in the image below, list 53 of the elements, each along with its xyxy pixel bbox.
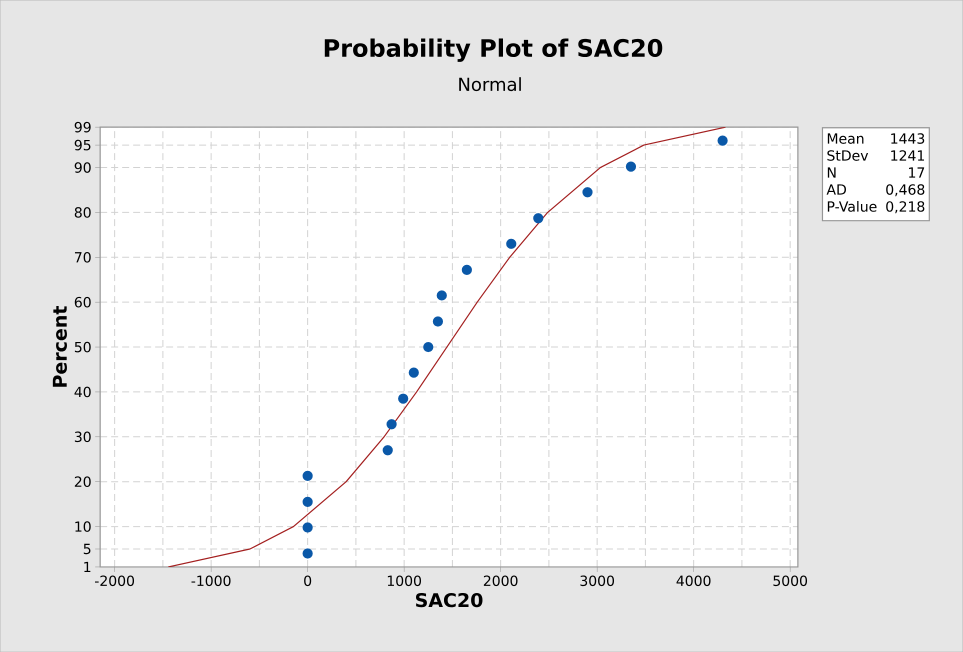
x-tick-label: -1000 [191, 575, 231, 586]
y-tick-label: 60 [74, 296, 91, 308]
point [423, 342, 434, 352]
y-tick-label: 90 [74, 162, 91, 173]
text: Mean [828, 133, 864, 144]
point [462, 264, 472, 275]
text: 17 [909, 167, 924, 178]
line-series [168, 127, 726, 567]
point [718, 135, 728, 146]
point [398, 394, 408, 404]
y-axis-title: Percent [52, 306, 67, 387]
y-tick-label: 99 [74, 122, 91, 132]
text: 0,218 [886, 201, 924, 214]
point [302, 522, 313, 533]
point [533, 213, 544, 224]
point [302, 470, 313, 481]
point [408, 367, 419, 378]
text: 1241 [891, 150, 924, 161]
point [302, 496, 313, 507]
x-axis-title: SAC20 [416, 592, 482, 608]
x-tick-label: 1000 [388, 575, 422, 586]
y-tick-label: 50 [74, 342, 91, 352]
x-tick-label: 0 [304, 575, 312, 586]
y-tick-label: 70 [74, 252, 91, 263]
chart-title: Probability Plot of SAC20 [324, 38, 662, 62]
point [302, 548, 313, 559]
point [506, 238, 516, 249]
y-tick-label: 20 [74, 476, 91, 487]
y-tick-label: 80 [74, 207, 91, 218]
point [626, 161, 636, 172]
point [582, 187, 593, 198]
point [436, 290, 447, 300]
text: 1443 [891, 133, 924, 144]
x-tick-label: 4000 [676, 575, 711, 586]
text: StDev [827, 150, 868, 161]
x-tick-label: 3000 [580, 575, 614, 586]
x-tick-label: 2000 [484, 575, 518, 586]
y-tick-label: 30 [74, 431, 91, 442]
y-tick-label: 95 [74, 140, 90, 150]
point [386, 419, 397, 430]
y-tick-label: 1 [84, 562, 90, 572]
y-tick-label: 5 [84, 544, 90, 554]
y-tick-label: 40 [74, 386, 91, 398]
x-tick-label: -2000 [94, 575, 134, 586]
text: 0,468 [886, 184, 924, 196]
chart-subtitle: Normal [459, 77, 521, 92]
text: N [828, 167, 836, 178]
point [382, 445, 393, 456]
point [432, 316, 444, 327]
y-tick-label: 10 [75, 521, 91, 532]
text: P-Value [828, 200, 877, 212]
text: AD [826, 184, 846, 195]
x-tick-label: 5000 [773, 575, 808, 586]
